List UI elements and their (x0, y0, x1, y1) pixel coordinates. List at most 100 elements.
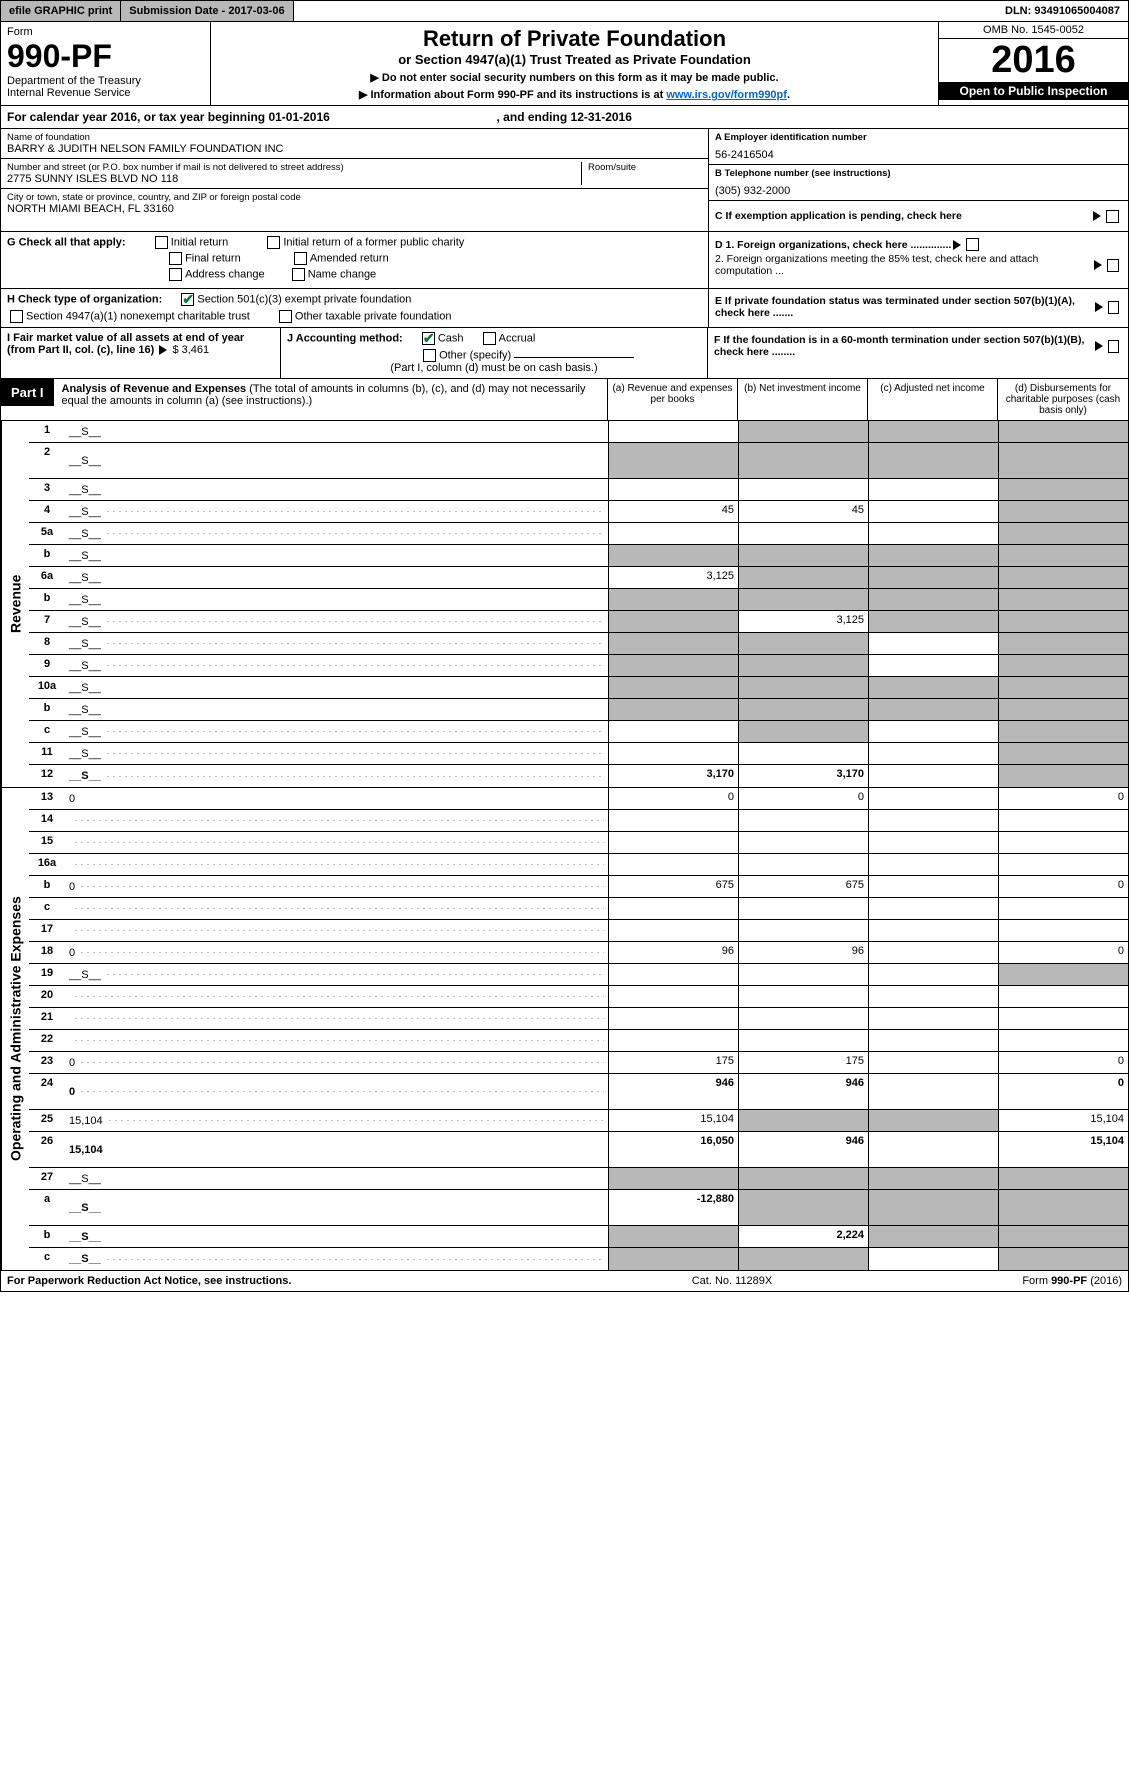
row-num: 15 (29, 832, 65, 853)
table-row: 2615,10416,05094615,104 (29, 1132, 1128, 1168)
row-desc: 0 (65, 876, 608, 897)
table-row: b06756750 (29, 876, 1128, 898)
calendar-year-row: For calendar year 2016, or tax year begi… (0, 106, 1129, 129)
g-initial-return[interactable] (155, 236, 168, 249)
cell (608, 743, 738, 764)
cell: -12,880 (608, 1190, 738, 1225)
j-other[interactable] (423, 349, 436, 362)
cell (738, 964, 868, 985)
row-desc: __S__ (65, 545, 608, 566)
g-name-change[interactable] (292, 268, 305, 281)
instructions-link[interactable]: www.irs.gov/form990pf (666, 89, 787, 101)
note2-post: . (787, 89, 790, 101)
cell-shaded (738, 567, 868, 588)
d1-checkbox[interactable] (966, 238, 979, 251)
cell: 946 (738, 1074, 868, 1109)
table-row: 6a__S__3,125 (29, 567, 1128, 589)
cell (608, 421, 738, 442)
row-desc: __S__ (65, 677, 608, 698)
row-num: 9 (29, 655, 65, 676)
j-cash[interactable] (422, 332, 435, 345)
cell: 0 (998, 788, 1128, 809)
form-subtitle: or Section 4947(a)(1) Trust Treated as P… (215, 52, 934, 67)
section-h: H Check type of organization: Section 50… (0, 289, 1129, 328)
row-num: 2 (29, 443, 65, 478)
cell: 0 (738, 788, 868, 809)
table-row: 17 (29, 920, 1128, 942)
c-checkbox[interactable] (1106, 210, 1119, 223)
cell-shaded (998, 655, 1128, 676)
h-501c3[interactable] (181, 293, 194, 306)
j-opt-1: Cash (438, 332, 464, 344)
row-num: b (29, 699, 65, 720)
table-row: 7__S__3,125 (29, 611, 1128, 633)
cell-shaded (868, 589, 998, 610)
table-row: c (29, 898, 1128, 920)
g-amended[interactable] (294, 252, 307, 265)
cell: 96 (608, 942, 738, 963)
table-row: a__S__-12,880 (29, 1190, 1128, 1226)
j-box: J Accounting method: Cash Accrual Other … (281, 328, 708, 378)
cell-shaded (738, 421, 868, 442)
g-final-return[interactable] (169, 252, 182, 265)
col-d-header: (d) Disbursements for charitable purpose… (998, 379, 1128, 420)
cell-shaded (868, 677, 998, 698)
room-label: Room/suite (588, 162, 702, 173)
j-accrual[interactable] (483, 332, 496, 345)
cell (868, 633, 998, 654)
row-desc: 0 (65, 1052, 608, 1073)
cell (868, 1030, 998, 1051)
cell-shaded (998, 523, 1128, 544)
cell: 3,170 (738, 765, 868, 787)
row-desc: __S__ (65, 589, 608, 610)
cell-shaded (608, 1168, 738, 1189)
cell-shaded (738, 1110, 868, 1131)
efile-print-button[interactable]: efile GRAPHIC print (1, 1, 121, 21)
cell (868, 942, 998, 963)
row-desc: __S__ (65, 421, 608, 442)
g-label: G Check all that apply: (7, 236, 126, 248)
row-num: b (29, 545, 65, 566)
g-opt-3: Amended return (310, 252, 389, 264)
cell (738, 1030, 868, 1051)
row-num: 17 (29, 920, 65, 941)
cell-shaded (738, 677, 868, 698)
row-num: 23 (29, 1052, 65, 1073)
cell (998, 986, 1128, 1007)
cell (608, 479, 738, 500)
cell-shaded (738, 1168, 868, 1189)
h-other-taxable[interactable] (279, 310, 292, 323)
f-checkbox[interactable] (1108, 340, 1119, 353)
cell (868, 479, 998, 500)
cell (868, 920, 998, 941)
cell: 3,125 (608, 567, 738, 588)
row-desc: 0 (65, 1074, 608, 1109)
expenses-rows: 130000141516ab06756750c171809696019__S__… (29, 788, 1128, 1270)
name-label: Name of foundation (7, 132, 702, 143)
d2-checkbox[interactable] (1107, 259, 1119, 272)
cell-shaded (738, 589, 868, 610)
open-inspection: Open to Public Inspection (939, 82, 1128, 100)
cell-shaded (868, 1110, 998, 1131)
cell (998, 898, 1128, 919)
table-row: b__S__ (29, 589, 1128, 611)
h-4947[interactable] (10, 310, 23, 323)
table-row: 130000 (29, 788, 1128, 810)
cell (738, 920, 868, 941)
cell (738, 854, 868, 875)
row-desc: __S__ (65, 501, 608, 522)
e-checkbox[interactable] (1108, 301, 1119, 314)
g-initial-former[interactable] (267, 236, 280, 249)
cell (998, 920, 1128, 941)
omb-number: OMB No. 1545-0052 (939, 22, 1128, 39)
g-opt-0: Initial return (171, 236, 228, 248)
cell: 946 (738, 1132, 868, 1167)
form-number: 990-PF (7, 38, 204, 75)
footer-right: Form 990-PF (2016) (862, 1275, 1122, 1287)
table-row: 2301751750 (29, 1052, 1128, 1074)
cell (738, 832, 868, 853)
g-address-change[interactable] (169, 268, 182, 281)
entity-right: A Employer identification number 56-2416… (708, 129, 1128, 231)
footer-left: For Paperwork Reduction Act Notice, see … (7, 1275, 602, 1287)
cell: 175 (738, 1052, 868, 1073)
